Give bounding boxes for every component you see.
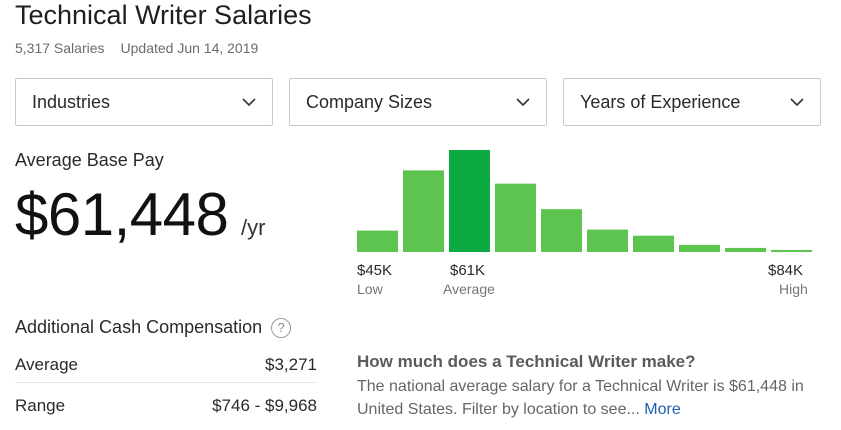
years-of-experience-dropdown[interactable]: Years of Experience xyxy=(563,78,821,126)
more-link[interactable]: More xyxy=(644,401,681,418)
page-title: Technical Writer Salaries xyxy=(15,0,312,30)
histogram-bar-4 xyxy=(495,183,536,252)
axis-average-value: $61K xyxy=(450,262,486,279)
histogram-bar-10 xyxy=(771,249,812,252)
histogram-bar-7 xyxy=(633,235,674,252)
faq-answer-text: The national average salary for a Techni… xyxy=(357,378,804,418)
average-base-pay-amount: $61,448 xyxy=(15,181,229,248)
compensation-average-value: $3,271 xyxy=(265,355,317,374)
histogram-bar-9 xyxy=(725,247,766,252)
salaries-count: 5,317 Salaries xyxy=(15,40,105,56)
industries-dropdown[interactable]: Industries xyxy=(15,78,273,126)
chevron-down-icon xyxy=(242,97,258,107)
additional-cash-compensation-title: Additional Cash Compensation ? xyxy=(15,317,292,338)
salary-histogram xyxy=(357,150,812,252)
industries-dropdown-label: Industries xyxy=(32,91,111,112)
additional-cash-compensation-label: Additional Cash Compensation xyxy=(15,317,263,337)
histogram-bar-2 xyxy=(403,170,444,252)
pay-unit: /yr xyxy=(241,215,266,240)
faq-answer: The national average salary for a Techni… xyxy=(357,375,827,421)
company-sizes-dropdown-label: Company Sizes xyxy=(306,91,433,112)
years-of-experience-dropdown-label: Years of Experience xyxy=(580,91,741,112)
histogram-bar-6 xyxy=(587,229,628,252)
compensation-average-label: Average xyxy=(15,355,79,374)
salary-meta: 5,317 Salaries Updated Jun 14, 2019 xyxy=(15,40,258,56)
axis-high-value: $84K xyxy=(768,262,804,279)
faq-question: How much does a Technical Writer make? xyxy=(357,352,696,371)
histogram-bar-3 xyxy=(449,150,490,252)
axis-low-label: Low xyxy=(357,281,383,297)
compensation-range-value: $746 - $9,968 xyxy=(212,396,317,415)
histogram-bar-8 xyxy=(679,244,720,252)
company-sizes-dropdown[interactable]: Company Sizes xyxy=(289,78,547,126)
axis-high-label: High xyxy=(779,281,808,297)
average-base-pay-label: Average Base Pay xyxy=(15,150,164,170)
chevron-down-icon xyxy=(790,97,806,107)
question-circle-icon[interactable]: ? xyxy=(271,317,292,338)
axis-average-label: Average xyxy=(443,281,495,297)
histogram-bar-1 xyxy=(357,230,398,252)
row-divider xyxy=(15,382,317,383)
updated-date: Updated Jun 14, 2019 xyxy=(120,40,259,56)
histogram-bar-5 xyxy=(541,209,582,252)
compensation-range-row: Range $746 - $9,968 xyxy=(15,396,317,416)
axis-low-value: $45K xyxy=(357,262,393,279)
chevron-down-icon xyxy=(516,97,532,107)
compensation-average-row: Average $3,271 xyxy=(15,355,317,375)
compensation-range-label: Range xyxy=(15,396,66,415)
